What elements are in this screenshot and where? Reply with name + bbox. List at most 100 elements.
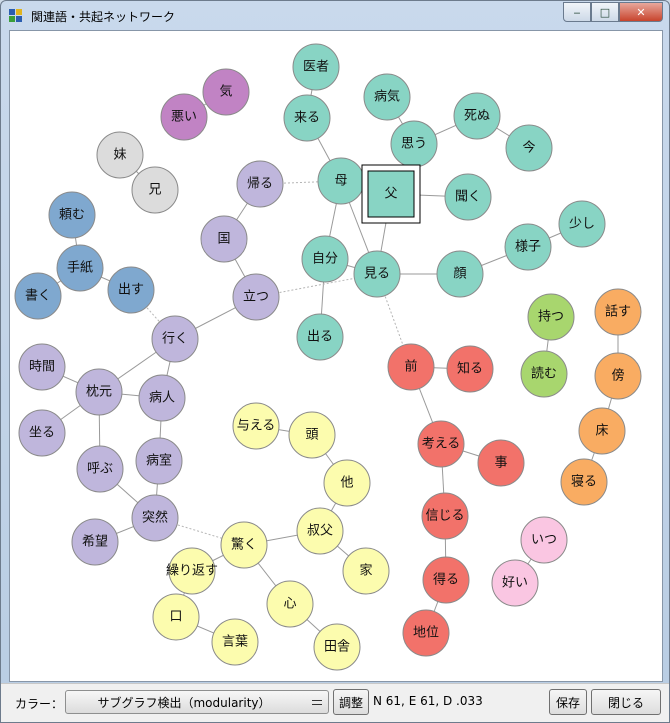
node-label: 病気 — [374, 89, 400, 105]
network-canvas[interactable]: 医者 来る 病気 死ぬ 思う 今母父 聞く少し様子自分 見る 顔出る 帰る国立つ 行く時間 枕元 病人坐… — [9, 30, 663, 682]
node-circle — [353, 250, 401, 298]
network-node[interactable]: 与える — [232, 402, 280, 450]
network-node[interactable]: 傍 — [594, 352, 642, 400]
network-node[interactable]: 来る — [283, 94, 331, 142]
network-node[interactable]: 見る — [353, 250, 401, 298]
node-circle — [18, 409, 66, 457]
network-node[interactable]: 口 — [152, 593, 200, 641]
network-node[interactable]: 行く — [151, 315, 199, 363]
network-node[interactable]: 出す — [107, 266, 155, 314]
node-label: 気 — [219, 84, 232, 100]
network-node[interactable]: 気 — [202, 68, 250, 116]
network-node[interactable]: 希望 — [71, 518, 119, 566]
network-node[interactable]: 考える — [417, 420, 465, 468]
minimize-button[interactable]: ‒ — [563, 2, 591, 22]
network-node[interactable]: 繰り返す — [166, 547, 218, 595]
network-node[interactable]: 話す — [594, 288, 642, 336]
network-node[interactable]: 死ぬ — [453, 92, 501, 140]
network-node[interactable]: 手紙 — [56, 244, 104, 292]
network-node[interactable]: 得る — [422, 556, 470, 604]
network-node[interactable]: 国 — [200, 215, 248, 263]
network-node[interactable]: 母 — [317, 157, 365, 205]
network-node[interactable]: 思う — [390, 120, 438, 168]
network-node[interactable]: 病気 — [363, 73, 411, 121]
network-node[interactable]: 悪い — [160, 93, 208, 141]
network-node[interactable]: 驚く — [220, 521, 268, 569]
network-node[interactable]: 頭 — [288, 411, 336, 459]
color-mode-select[interactable]: サブグラフ検出（modularity） — [65, 690, 329, 714]
node-circle — [152, 593, 200, 641]
node-circle — [313, 623, 361, 671]
network-node[interactable]: 頼む — [48, 191, 96, 239]
network-node[interactable]: 地位 — [402, 609, 450, 657]
color-label: カラー： — [15, 697, 64, 711]
node-label: 事 — [494, 456, 507, 471]
network-node[interactable]: 好い — [491, 559, 539, 607]
network-node[interactable]: 床 — [578, 407, 626, 455]
network-node[interactable]: 少し — [558, 200, 606, 248]
network-node[interactable]: 前 — [387, 343, 435, 391]
node-circle — [18, 343, 66, 391]
network-node[interactable]: 様子 — [504, 223, 552, 271]
network-node[interactable]: 聞く — [444, 173, 492, 221]
node-label: 母 — [334, 174, 347, 189]
network-node[interactable]: 心 — [266, 580, 314, 628]
network-node[interactable]: 枕元 — [75, 368, 123, 416]
node-circle — [446, 345, 494, 393]
network-node[interactable]: 今 — [505, 124, 553, 172]
network-node[interactable]: 家 — [342, 547, 390, 595]
close-window-button[interactable]: ✕ — [619, 2, 663, 22]
network-node[interactable]: いつ — [520, 516, 568, 564]
network-node[interactable]: 兄 — [131, 166, 179, 214]
network-node[interactable]: 田舎 — [313, 623, 361, 671]
node-label: 様子 — [515, 240, 541, 255]
node-label: 言葉 — [222, 635, 248, 650]
maximize-button[interactable]: □ — [591, 2, 619, 22]
network-node[interactable]: 医者 — [292, 43, 340, 91]
network-node[interactable]: 呼ぶ — [76, 445, 124, 493]
network-node[interactable]: 時間 — [18, 343, 66, 391]
network-node[interactable]: 言葉 — [211, 618, 259, 666]
network-node[interactable]: 父 — [361, 164, 421, 224]
node-circle — [387, 343, 435, 391]
network-node[interactable]: 病人 — [138, 374, 186, 422]
network-node[interactable]: 持つ — [527, 293, 575, 341]
node-label: 繰り返す — [166, 564, 218, 579]
network-node[interactable]: 帰る — [236, 160, 284, 208]
network-node[interactable]: 知る — [446, 345, 494, 393]
network-node[interactable]: 事 — [477, 439, 525, 487]
network-node[interactable]: 突然 — [131, 494, 179, 542]
network-node[interactable]: 叔父 — [296, 507, 344, 555]
close-button[interactable]: 閉じる — [591, 689, 661, 715]
node-label: 得る — [433, 572, 459, 588]
node-circle — [520, 350, 568, 398]
node-label: 突然 — [142, 510, 168, 526]
node-label: 好い — [502, 576, 528, 591]
title-bar[interactable]: 関連語・共起ネットワーク ‒ □ ✕ — [1, 1, 669, 29]
node-label: 考える — [422, 437, 461, 452]
network-node[interactable]: 病室 — [135, 437, 183, 485]
node-label: 心 — [283, 597, 296, 612]
node-circle — [135, 437, 183, 485]
node-circle — [168, 547, 216, 595]
network-node[interactable]: 読む — [520, 350, 568, 398]
node-label: 希望 — [82, 534, 108, 550]
network-node[interactable]: 信じる — [421, 492, 469, 540]
network-node[interactable]: 妹 — [96, 131, 144, 179]
network-node[interactable]: 坐る — [18, 409, 66, 457]
adjust-button[interactable]: 調整 — [333, 689, 369, 715]
network-node[interactable]: 出る — [296, 313, 344, 361]
app-icon — [9, 9, 23, 23]
node-circle — [160, 93, 208, 141]
node-circle — [560, 458, 608, 506]
node-label: 帰る — [247, 176, 273, 192]
network-node[interactable]: 顔 — [436, 250, 484, 298]
network-node[interactable]: 寝る — [560, 458, 608, 506]
network-node[interactable]: 書く — [14, 272, 62, 320]
network-node[interactable]: 他 — [323, 459, 371, 507]
save-button[interactable]: 保存 — [549, 689, 587, 715]
node-label: 自分 — [312, 252, 338, 267]
network-node[interactable]: 自分 — [301, 235, 349, 283]
network-node[interactable]: 立つ — [232, 273, 280, 321]
